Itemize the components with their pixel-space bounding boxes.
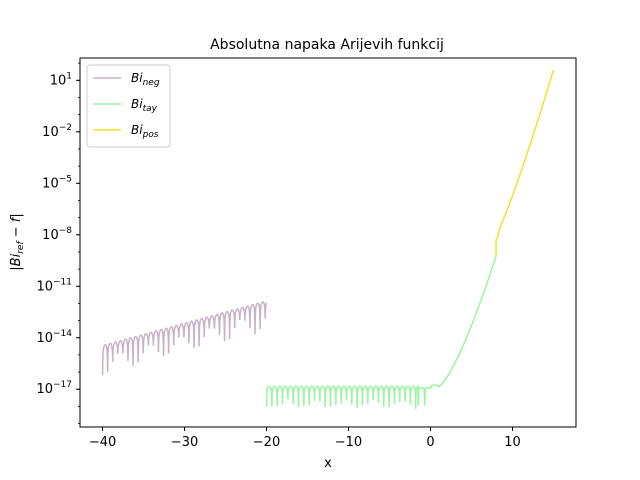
legend: Bineg Bitay Bipos: [86, 64, 171, 148]
y-tick-label: 10−8: [42, 226, 72, 243]
chart-title: Absolutna napaka Arijevih funkcij: [210, 37, 444, 53]
x-axis-label: x: [324, 456, 332, 471]
legend-box: [86, 64, 171, 148]
series-line-bi-neg: [101, 301, 268, 376]
y-tick-label: 101: [50, 71, 72, 88]
series-layer: [101, 69, 555, 409]
x-tick-label: −20: [253, 435, 280, 450]
y-tick-label: 10−11: [36, 277, 72, 294]
x-tick-label: −30: [171, 435, 198, 450]
series-line-bi-pos: [495, 69, 555, 257]
legend-label: Bitay: [131, 97, 158, 114]
y-axis: 101 10−2 10−5 10−8 10−11 10−14 10−17: [36, 62, 80, 424]
y-axis-label: |Biref − f|: [9, 213, 26, 270]
x-axis: −40 −30 −20 −10 0 10: [89, 427, 521, 450]
x-tick-label: 10: [504, 435, 521, 450]
legend-label: Bineg: [131, 71, 160, 88]
legend-label: Bipos: [131, 123, 159, 140]
y-tick-label: 10−14: [36, 329, 72, 346]
y-tick-label: 10−2: [42, 123, 72, 140]
plot-frame: [79, 57, 577, 428]
series-line-bi-tay: [265, 255, 497, 409]
x-tick-label: −10: [335, 435, 362, 450]
x-tick-label: 0: [426, 435, 434, 450]
x-tick-label: −40: [89, 435, 116, 450]
y-tick-label: 10−5: [42, 174, 72, 191]
y-tick-label: 10−17: [36, 380, 72, 397]
svg-text:|Biref − f|: |Biref − f|: [9, 213, 26, 270]
